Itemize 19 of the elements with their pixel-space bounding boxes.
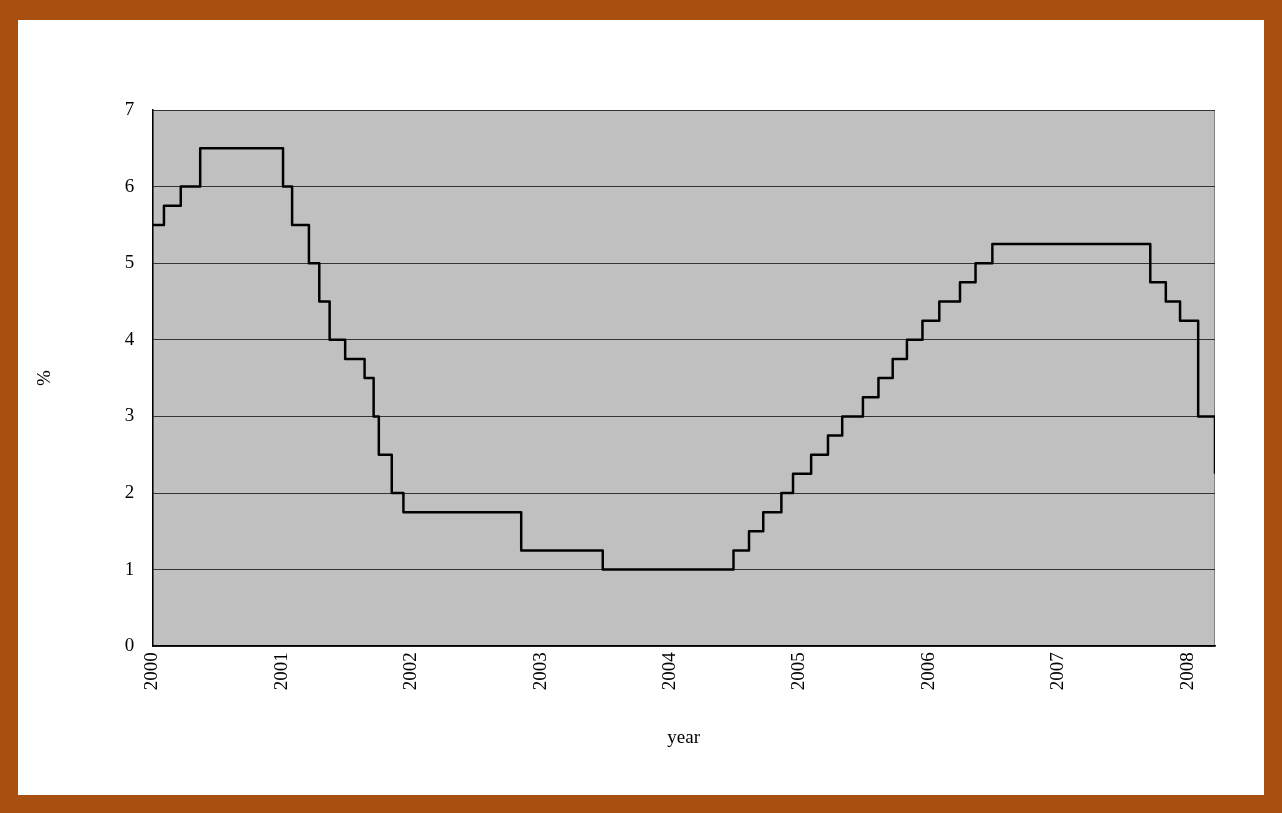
y-tick-label: 1 — [124, 557, 135, 579]
y-tick-label: 7 — [124, 97, 135, 119]
y-tick-label: 5 — [124, 251, 135, 273]
x-tick-label: 2000 — [140, 652, 162, 691]
y-tick-label: 3 — [124, 404, 135, 426]
y-tick-label: 6 — [124, 174, 135, 196]
x-tick-label: 2003 — [528, 652, 550, 691]
x-tick-label: 2001 — [269, 652, 291, 691]
x-tick-label: 2005 — [787, 652, 809, 691]
y-axis-title: % — [33, 370, 55, 387]
x-tick-label: 2008 — [1175, 652, 1197, 691]
x-tick-label: 2002 — [399, 652, 421, 691]
x-axis-title: year — [667, 725, 701, 747]
x-tick-label: 2006 — [916, 652, 938, 691]
y-tick-label: 2 — [124, 480, 135, 502]
x-tick-label: 2004 — [658, 651, 680, 691]
y-tick-label: 4 — [124, 327, 135, 349]
y-tick-label: 0 — [124, 634, 135, 656]
x-tick-label: 2007 — [1046, 652, 1068, 691]
